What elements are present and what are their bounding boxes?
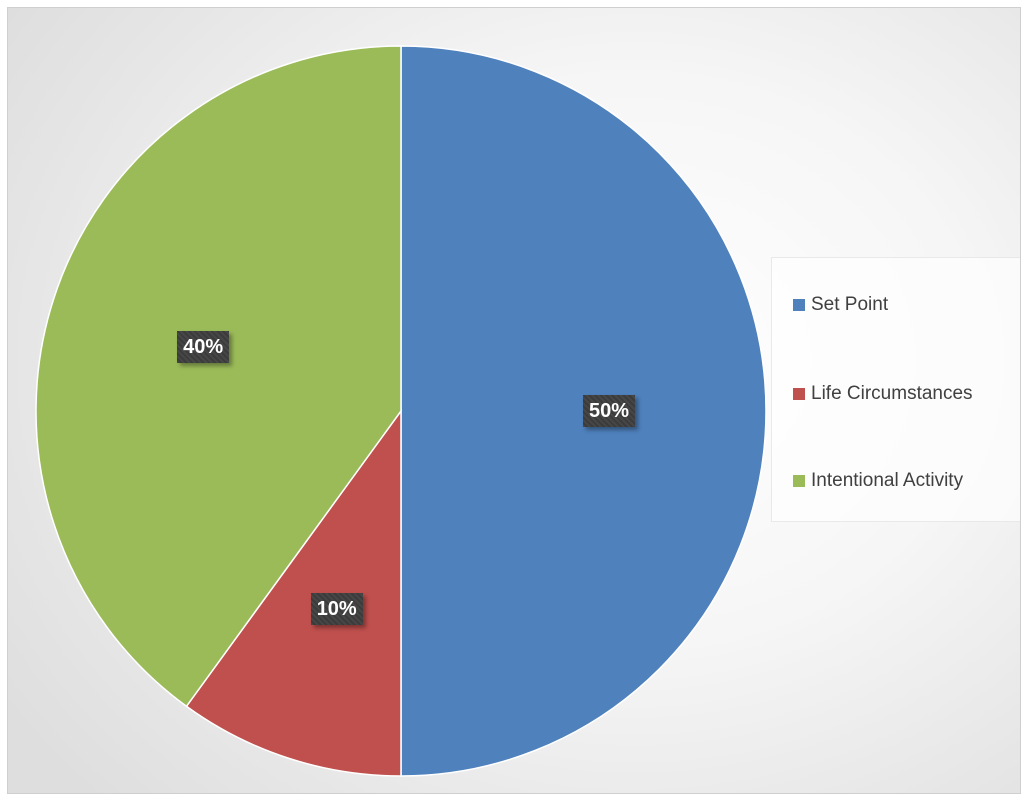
legend-swatch-life-circumstances bbox=[793, 388, 805, 400]
legend-item-intentional-activity: Intentional Activity bbox=[793, 470, 963, 492]
data-label-set-point: 50% bbox=[583, 395, 636, 427]
legend-swatch-intentional-activity bbox=[793, 475, 805, 487]
pie-slice-intentional-activity bbox=[35, 45, 402, 708]
legend-label-set-point: Set Point bbox=[811, 294, 889, 315]
legend: Set Point Life Circumstances Intentional… bbox=[771, 257, 1020, 522]
legend-item-set-point: Set Point bbox=[793, 294, 888, 316]
legend-label-life-circumstances: Life Circumstances bbox=[811, 383, 973, 404]
legend-swatch-set-point bbox=[793, 299, 805, 311]
data-label-intentional-activity: 40% bbox=[177, 330, 230, 363]
legend-item-life-circumstances: Life Circumstances bbox=[793, 383, 973, 405]
legend-label-intentional-activity: Intentional Activity bbox=[811, 470, 964, 491]
pie-slice-life-circumstances bbox=[185, 408, 402, 777]
data-label-life-circumstances: 10% bbox=[310, 592, 363, 625]
chart-area: 50% 10% 40% Set Point Life Circumstances I… bbox=[7, 7, 1021, 794]
